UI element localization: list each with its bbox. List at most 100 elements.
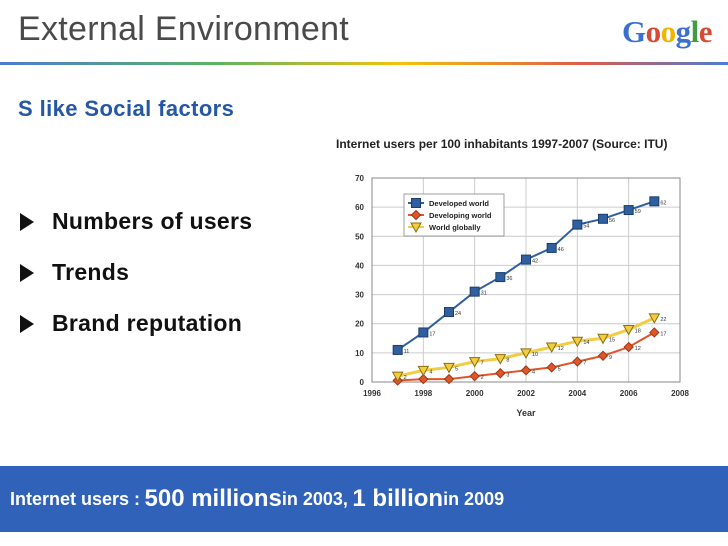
data-label: 24 (455, 311, 461, 317)
data-point-diamond (520, 365, 532, 376)
data-point-triangle (417, 365, 430, 377)
y-tick-label: 40 (355, 261, 364, 270)
data-point-triangle (597, 333, 609, 345)
data-label: 59 (635, 209, 641, 215)
data-point-square (495, 272, 506, 283)
data-point-diamond (572, 356, 583, 367)
data-label: 4 (532, 369, 535, 375)
data-label: 17 (660, 331, 666, 337)
footer-highlight: 1 billion (352, 485, 444, 512)
data-point-triangle (443, 362, 455, 374)
data-label: 2 (481, 375, 484, 381)
logo-letter: G (622, 14, 646, 49)
data-point-square (521, 254, 531, 265)
data-label: 4 (429, 369, 432, 375)
data-label: 8 (506, 358, 509, 364)
arrow-bullet-icon (20, 212, 34, 231)
data-label: 2 (404, 375, 407, 381)
footer-highlight: 500 millions (144, 485, 282, 512)
data-label: 7 (583, 361, 586, 367)
data-label: 10 (532, 352, 538, 358)
data-label: 14 (583, 340, 589, 346)
data-label: 62 (660, 200, 666, 206)
data-point-square (392, 344, 403, 355)
bullet-list: Numbers of users Trends Brand reputation (20, 196, 252, 349)
logo-letter: g (675, 14, 692, 49)
data-point-triangle (391, 371, 404, 383)
data-point-square (546, 242, 557, 253)
y-tick-label: 10 (355, 349, 364, 358)
bullet-text: Brand reputation (52, 310, 243, 336)
data-point-triangle (622, 325, 635, 336)
y-tick-label: 0 (360, 378, 365, 387)
footer-text: Internet users : (10, 488, 141, 509)
internet-users-chart: Internet users per 100 inhabitants 1997-… (336, 137, 689, 418)
data-point-triangle (410, 222, 422, 234)
data-label: 17 (429, 331, 435, 337)
data-point-diamond (495, 368, 506, 379)
data-label: 5 (455, 366, 458, 372)
data-point-diamond (443, 373, 455, 385)
data-point-triangle (520, 348, 532, 359)
data-label: 12 (558, 346, 564, 352)
y-tick-label: 20 (355, 320, 364, 329)
footer-text: in 2009 (443, 488, 505, 509)
arrow-bullet-icon (20, 263, 34, 282)
logo-letter: e (698, 14, 713, 49)
x-axis-label: Year (516, 408, 536, 418)
footer-text: in 2003, (281, 488, 348, 509)
title-divider (0, 62, 728, 65)
x-tick-label: 2008 (671, 389, 689, 398)
bullet-text: Trends (52, 259, 130, 285)
data-label: 7 (481, 361, 484, 367)
logo-letter: l (690, 14, 700, 49)
y-tick-label: 50 (355, 232, 364, 241)
data-point-square (623, 205, 634, 216)
data-point-diamond (546, 362, 557, 373)
bullet-item: Trends (20, 247, 252, 298)
x-tick-label: 1998 (414, 389, 432, 398)
data-label: 42 (532, 259, 538, 265)
logo-letter: o (645, 14, 662, 49)
data-point-triangle (545, 342, 558, 354)
x-tick-label: 2000 (466, 389, 484, 398)
bullet-item: Numbers of users (20, 196, 252, 247)
data-label: 46 (558, 247, 564, 253)
data-label: 56 (609, 218, 615, 224)
data-label: 18 (635, 329, 641, 335)
data-point-diamond (418, 373, 429, 385)
plot-frame (371, 177, 681, 383)
data-point-square (572, 219, 583, 230)
google-logo: Google (622, 14, 713, 50)
data-point-triangle (468, 357, 481, 368)
data-label: 5 (558, 366, 561, 372)
data-label: 15 (609, 337, 615, 343)
data-point-diamond (410, 209, 422, 221)
slide-title: External Environment (18, 10, 350, 48)
data-point-square (444, 307, 454, 318)
data-point-diamond (597, 350, 609, 361)
data-point-diamond (469, 370, 480, 382)
data-point-triangle (494, 354, 507, 365)
data-point-diamond (623, 341, 634, 353)
legend-label: Developed world (429, 199, 489, 208)
data-point-triangle (648, 313, 661, 324)
data-label: 11 (404, 349, 410, 355)
x-tick-label: 2002 (517, 389, 535, 398)
y-tick-label: 30 (355, 291, 364, 300)
data-label: 12 (635, 346, 641, 352)
bullet-text: Numbers of users (52, 208, 253, 234)
bullet-item: Brand reputation (20, 298, 252, 349)
data-label: 54 (583, 224, 589, 230)
arrow-bullet-icon (20, 314, 34, 333)
x-tick-label: 2006 (620, 389, 638, 398)
chart-title: Internet users per 100 inhabitants 1997-… (336, 137, 667, 151)
data-point-square (598, 213, 608, 224)
x-tick-label: 2004 (568, 389, 586, 398)
y-tick-label: 70 (355, 174, 364, 183)
data-label: 3 (506, 372, 509, 378)
data-point-triangle (571, 336, 584, 348)
data-label: 22 (660, 317, 666, 323)
data-point-square (649, 196, 660, 207)
legend-label: World globally (429, 223, 481, 232)
